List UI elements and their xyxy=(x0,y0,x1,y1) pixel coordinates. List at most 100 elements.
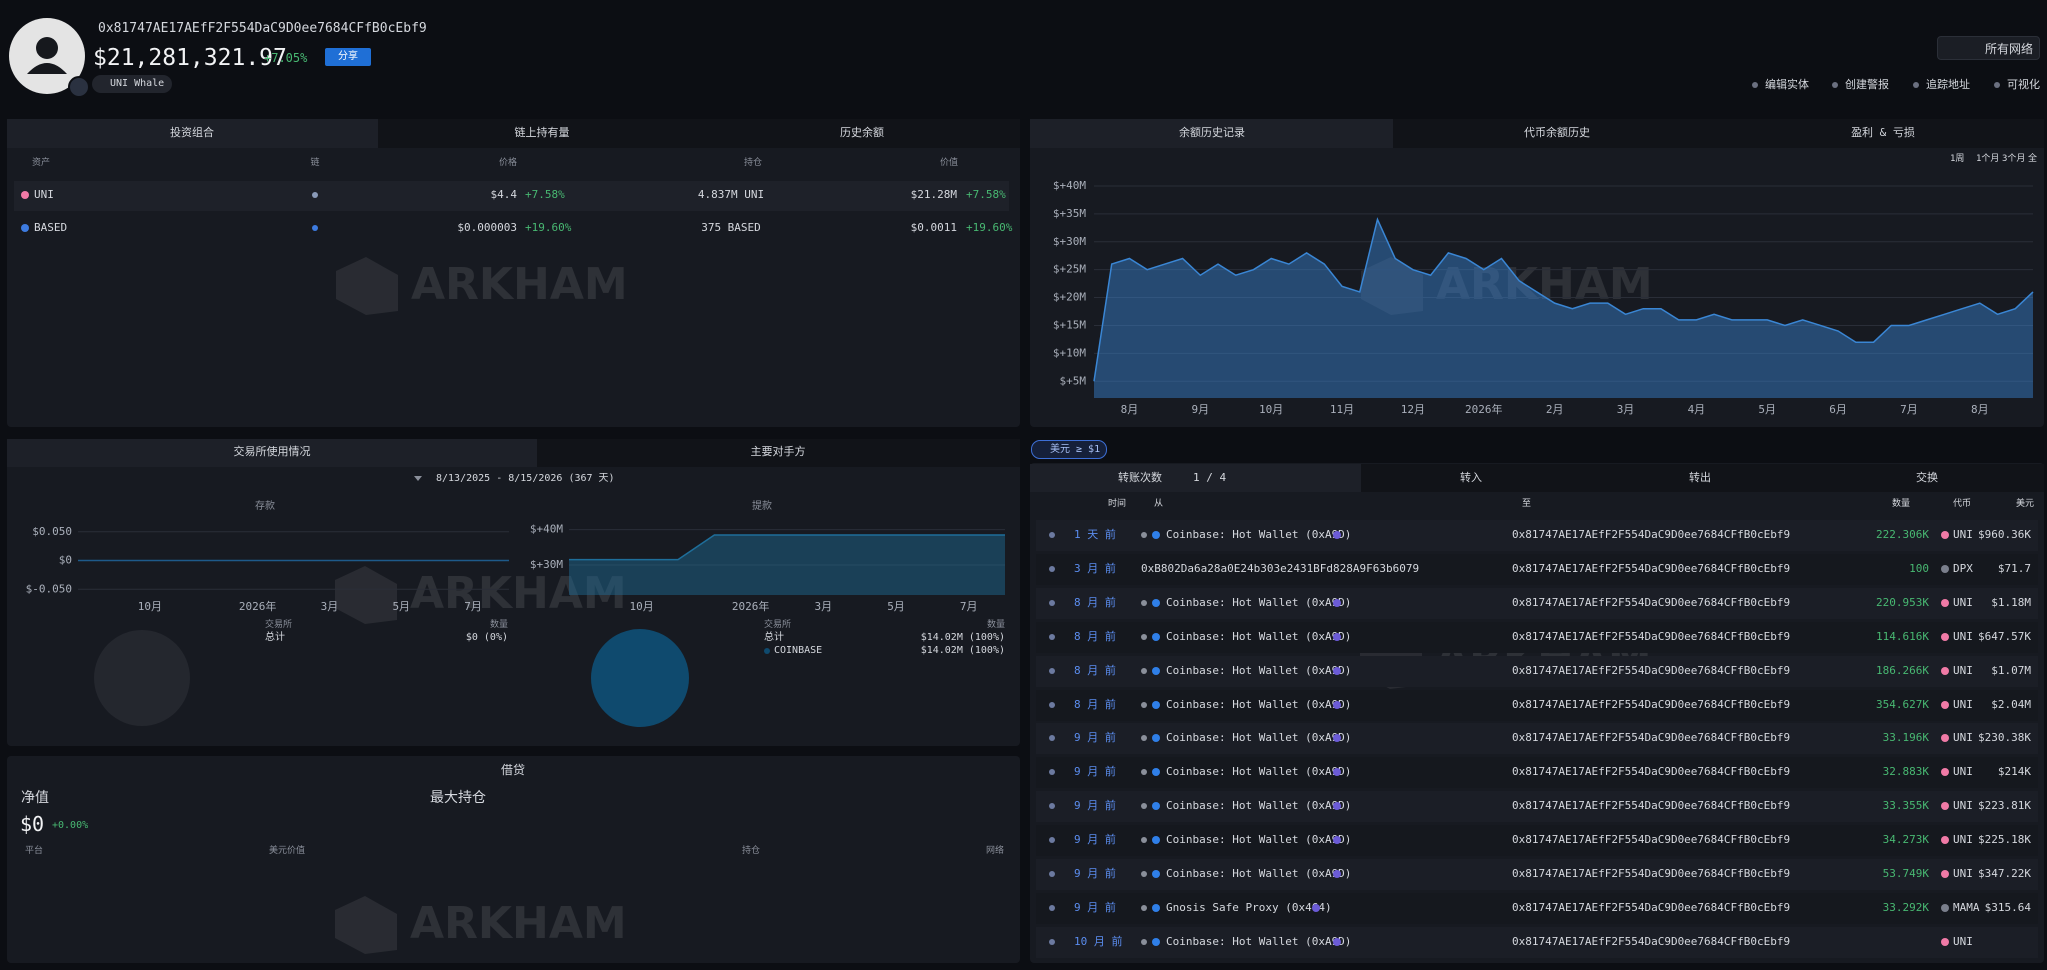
share-button[interactable]: 分享 xyxy=(325,48,371,66)
from[interactable]: Gnosis Safe Proxy (0x464) xyxy=(1166,900,1332,914)
y-tick-label: $+5M xyxy=(1060,374,1087,387)
column-header: 价格 xyxy=(498,158,518,168)
portfolio-panel xyxy=(7,119,1020,427)
icon xyxy=(1941,734,1949,743)
icon xyxy=(1141,769,1147,776)
range-option[interactable]: 全 xyxy=(2028,154,2038,164)
x-tick-label: 2026年 xyxy=(1465,402,1503,416)
from[interactable]: 0xB802Da6a28a0E24b303e2431BFd828A9F63b60… xyxy=(1141,561,1420,575)
from[interactable]: Coinbase: Hot Wallet (0xA9D) xyxy=(1166,731,1352,745)
to[interactable]: 0x81747AE17AEfF2F554DaC9D0ee7684CFfB0cEb… xyxy=(1512,934,1791,948)
tab[interactable]: 余额历史记录 xyxy=(1179,126,1245,139)
amount: 32.883K xyxy=(1882,765,1929,779)
action-button[interactable]: 可视化 xyxy=(2007,78,2040,91)
time[interactable]: 9 月 前 xyxy=(1074,900,1116,914)
row-bg xyxy=(1036,723,2038,755)
icon xyxy=(1941,700,1949,709)
action-button[interactable]: 追踪地址 xyxy=(1926,78,1970,91)
from[interactable]: Coinbase: Hot Wallet (0xA9D) xyxy=(1166,595,1352,609)
from[interactable]: Coinbase: Hot Wallet (0xA9D) xyxy=(1166,629,1352,643)
from[interactable]: Coinbase: Hot Wallet (0xA9D) xyxy=(1166,867,1352,880)
from[interactable]: Coinbase: Hot Wallet (0xA9D) xyxy=(1166,799,1352,813)
to[interactable]: 0x81747AE17AEfF2F554DaC9D0ee7684CFfB0cEb… xyxy=(1512,900,1791,914)
balance: $21,281,321.97 xyxy=(93,45,287,71)
column-header: 平台 xyxy=(25,846,44,856)
x-tick-label: 5月 xyxy=(1758,403,1776,416)
network-select[interactable]: 所有网络 xyxy=(1937,36,2040,60)
time[interactable]: 8 月 前 xyxy=(1074,629,1116,643)
time[interactable]: 10 月 前 xyxy=(1074,934,1123,948)
to[interactable]: 0x81747AE17AEfF2F554DaC9D0ee7684CFfB0cEb… xyxy=(1512,595,1791,609)
to[interactable]: 0x81747AE17AEfF2F554DaC9D0ee7684CFfB0cEb… xyxy=(1512,697,1791,711)
y-tick-label: $0.050 xyxy=(32,525,72,538)
tab[interactable]: 链上持有量 xyxy=(514,126,570,139)
to[interactable]: 0x81747AE17AEfF2F554DaC9D0ee7684CFfB0cEb… xyxy=(1512,765,1791,779)
time[interactable]: 9 月 前 xyxy=(1074,731,1116,745)
usd: $647.57K xyxy=(1978,629,2031,643)
to[interactable]: 0x81747AE17AEfF2F554DaC9D0ee7684CFfB0cEb… xyxy=(1512,799,1791,813)
from[interactable]: Coinbase: Hot Wallet (0xA9D) xyxy=(1166,833,1352,847)
to[interactable]: 0x81747AE17AEfF2F554DaC9D0ee7684CFfB0cEb… xyxy=(1512,663,1791,677)
usd: $347.22K xyxy=(1978,867,2031,880)
legend-total: $0 (0%) xyxy=(465,632,508,643)
tab[interactable]: 历史余额 xyxy=(840,126,884,139)
to[interactable]: 0x81747AE17AEfF2F554DaC9D0ee7684CFfB0cEb… xyxy=(1512,731,1791,745)
from[interactable]: Coinbase: Hot Wallet (0xA9D) xyxy=(1166,697,1352,711)
time[interactable]: 9 月 前 xyxy=(1074,833,1116,847)
to[interactable]: 0x81747AE17AEfF2F554DaC9D0ee7684CFfB0cEb… xyxy=(1512,867,1791,880)
time[interactable]: 3 月 前 xyxy=(1074,561,1116,575)
time[interactable]: 9 月 前 xyxy=(1074,799,1116,813)
to[interactable]: 0x81747AE17AEfF2F554DaC9D0ee7684CFfB0cEb… xyxy=(1512,561,1791,575)
legend-total-label: 总计 xyxy=(764,632,784,643)
time[interactable]: 9 月 前 xyxy=(1074,867,1116,880)
icon xyxy=(1152,802,1160,811)
legend-header: 数量 xyxy=(489,620,508,630)
amount: 354.627K xyxy=(1876,697,1929,711)
to[interactable]: 0x81747AE17AEfF2F554DaC9D0ee7684CFfB0cEb… xyxy=(1512,528,1791,541)
amount: 222.306K xyxy=(1876,528,1929,541)
from[interactable]: Coinbase: Hot Wallet (0xA9D) xyxy=(1166,528,1352,541)
pager[interactable]: 1 / 4 xyxy=(1193,471,1227,484)
tab[interactable]: 盈利 & 亏损 xyxy=(1851,126,1915,139)
tab[interactable]: 交易所使用情况 xyxy=(233,445,311,458)
tab[interactable]: 转入 xyxy=(1460,471,1482,484)
tab[interactable]: 投资组合 xyxy=(170,126,214,139)
time[interactable]: 9 月 前 xyxy=(1074,765,1116,779)
time[interactable]: 1 天 前 xyxy=(1074,528,1116,541)
tab[interactable]: 主要对手方 xyxy=(750,445,806,458)
range-option[interactable]: 1周 xyxy=(1950,154,1965,164)
address[interactable]: 0x81747AE17AEfF2F554DaC9D0ee7684CFfB0cEb… xyxy=(98,21,427,36)
date-range: 8/13/2025 - 8/15/2026 (367 天) xyxy=(436,473,615,484)
icon xyxy=(1333,734,1341,743)
range-option[interactable]: 1个月 xyxy=(1976,154,2000,164)
value-change: +19.60% xyxy=(966,221,1013,234)
range-option[interactable]: 3个月 xyxy=(2002,154,2026,164)
from[interactable]: Coinbase: Hot Wallet (0xA9D) xyxy=(1166,765,1352,779)
icon xyxy=(1141,599,1147,606)
column-header: 价值 xyxy=(939,158,959,168)
time[interactable]: 8 月 前 xyxy=(1074,663,1116,677)
icon xyxy=(764,648,770,654)
tab[interactable]: 代币余额历史 xyxy=(1524,126,1590,139)
column-header: 美元价值 xyxy=(269,846,306,856)
time[interactable]: 8 月 前 xyxy=(1074,595,1116,609)
filter-chip[interactable]: 美元 ≥ $1 xyxy=(1031,440,1108,459)
to[interactable]: 0x81747AE17AEfF2F554DaC9D0ee7684CFfB0cEb… xyxy=(1512,629,1791,643)
from[interactable]: Coinbase: Hot Wallet (0xA9D) xyxy=(1166,663,1352,677)
tab[interactable]: 交换 xyxy=(1916,471,1938,484)
icon xyxy=(1049,599,1055,606)
tab[interactable]: 转出 xyxy=(1689,471,1711,484)
row-bg xyxy=(1036,859,2038,890)
tab[interactable]: 转账次数 xyxy=(1118,471,1162,484)
area xyxy=(1094,219,2033,398)
from[interactable]: Coinbase: Hot Wallet (0xA9D) xyxy=(1166,934,1352,948)
icon xyxy=(312,192,318,198)
icon xyxy=(1049,667,1055,674)
to[interactable]: 0x81747AE17AEfF2F554DaC9D0ee7684CFfB0cEb… xyxy=(1512,833,1791,847)
action-button[interactable]: 创建警报 xyxy=(1845,78,1889,91)
row-bg xyxy=(1036,621,2038,653)
entity-tag[interactable]: UNI Whale xyxy=(92,75,173,93)
time[interactable]: 8 月 前 xyxy=(1074,697,1116,711)
action-button[interactable]: 编辑实体 xyxy=(1765,78,1809,91)
row-bg xyxy=(1036,757,2038,789)
